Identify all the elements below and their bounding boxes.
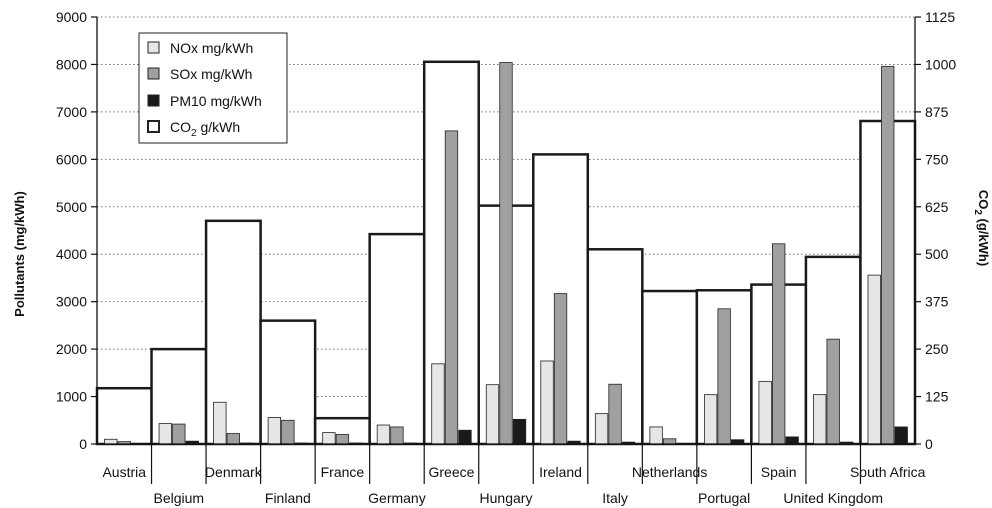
nox-bar-italy [594,413,609,445]
sox-bar-united-kingdom [826,338,840,445]
nox-bar-south-africa [867,274,881,445]
sox-bar-spain [772,243,786,445]
y-tick-label-right: 375 [925,294,949,310]
sox-bar-italy [608,383,622,445]
x-category-label-netherlands: Netherlands [632,464,708,480]
y-tick-label-right: 625 [925,199,949,215]
nox-bar-ireland [540,360,554,445]
nox-bar-france [322,432,336,445]
sox-bar-hungary [499,62,513,445]
y-tick-label-left: 7000 [56,104,87,120]
pm10-bar-spain [785,436,799,445]
sox-bar-finland [281,419,295,445]
pm10-bar-greece [458,429,472,445]
y-tick-label-left: 2000 [56,341,87,357]
y-tick-label-left: 1000 [56,389,87,405]
y-tick-label-left: 9000 [56,9,87,25]
sox-bar-ireland [553,293,568,445]
legend-co2-part-b: g/kWh [197,119,241,135]
sox-bar-south-africa [881,65,895,445]
nox-bar-austria [104,438,118,445]
legend-swatch-nox [147,41,160,54]
sox-bar-belgium [172,423,186,445]
sox-bar-france [335,434,350,445]
nox-bar-netherlands [649,426,663,445]
sox-bar-denmark [226,433,240,445]
right-tick-labels: 0 125 250 375 500 625 750 875 1000 1125 [925,9,956,452]
legend-swatch-co2 [147,120,160,133]
nox-bar-portugal [703,394,718,445]
nox-bar-finland [267,417,282,445]
sox-bar-portugal [717,308,731,445]
nox-bar-denmark [213,401,227,445]
x-category-label-greece: Greece [429,464,475,480]
co2-bar-austria [95,386,153,446]
nox-bar-spain [758,380,772,445]
legend-label-nox: NOx mg/kWh [170,40,253,56]
x-category-label-spain: Spain [761,464,797,480]
legend-co2-subscript: 2 [191,128,197,139]
pm10-bar-hungary [512,418,527,445]
nox-bar-greece [431,363,445,445]
y-tick-label-left: 8000 [56,56,87,72]
x-category-label-italy: Italy [602,490,628,506]
y-tick-label-right: 875 [925,104,949,120]
y-tick-label-right: 0 [925,436,933,452]
y2-title-part-a: CO [976,190,991,210]
legend-label-pm10: PM10 mg/kWh [170,93,262,109]
legend-frame [138,32,288,144]
x-category-label-germany: Germany [368,490,426,506]
y-tick-label-left: 6000 [56,151,87,167]
nox-bar-united-kingdom [813,394,827,445]
legend-co2-part-a: CO [170,119,191,135]
y-tick-label-left: 3000 [56,294,87,310]
nox-bar-germany [376,424,391,445]
x-category-label-denmark: Denmark [205,464,263,480]
y-tick-label-left: 5000 [56,199,87,215]
axes [91,16,921,484]
y-tick-label-left: 0 [79,436,87,452]
x-category-label-austria: Austria [102,464,146,480]
x-category-label-portugal: Portugal [698,490,750,506]
x-category-label-united-kingdom: United Kingdom [783,490,883,506]
y-tick-label-right: 250 [925,341,949,357]
x-category-label-ireland: Ireland [539,464,582,480]
legend-swatch-pm10 [147,94,160,107]
x-category-label-belgium: Belgium [154,490,205,506]
y-tick-label-left: 4000 [56,246,87,262]
y-tick-label-right: 1000 [925,56,956,72]
legend-label-co2: CO2 g/kWh [170,119,240,139]
sox-bar-greece [444,130,459,445]
x-category-label-hungary: Hungary [480,490,533,506]
y-axis-title-right: CO2 (g/kWh) [972,190,991,266]
y-tick-label-right: 750 [925,151,949,167]
x-category-label-finland: Finland [265,490,311,506]
y2-title-subscript: 2 [972,209,983,215]
legend-label-sox: SOx mg/kWh [170,66,252,82]
nox-bar-hungary [485,384,500,445]
pm10-bar-south-africa [894,426,908,445]
y2-title-part-b: (g/kWh) [976,215,991,266]
y-axis-title-left: Pollutants (mg/kWh) [12,191,27,317]
co2-bar-germany [368,232,426,446]
y-tick-label-right: 125 [925,389,949,405]
legend-swatch-sox [147,67,160,80]
sox-bar-germany [390,426,404,445]
pollutant-bars [104,62,908,445]
y-tick-label-right: 1125 [925,9,955,25]
x-category-label-france: France [321,464,365,480]
x-category-label-south-africa: South Africa [850,464,926,480]
sox-bar-netherlands [662,438,677,445]
left-tick-labels: 0 1000 2000 3000 4000 5000 6000 7000 8000 9000 [56,9,87,452]
co2-bar-netherlands [641,289,699,446]
y-tick-label-right: 500 [925,246,949,262]
nox-bar-belgium [158,423,172,445]
legend: NOx mg/kWh SOx mg/kWh PM10 mg/kWh CO2 g/… [138,32,288,144]
